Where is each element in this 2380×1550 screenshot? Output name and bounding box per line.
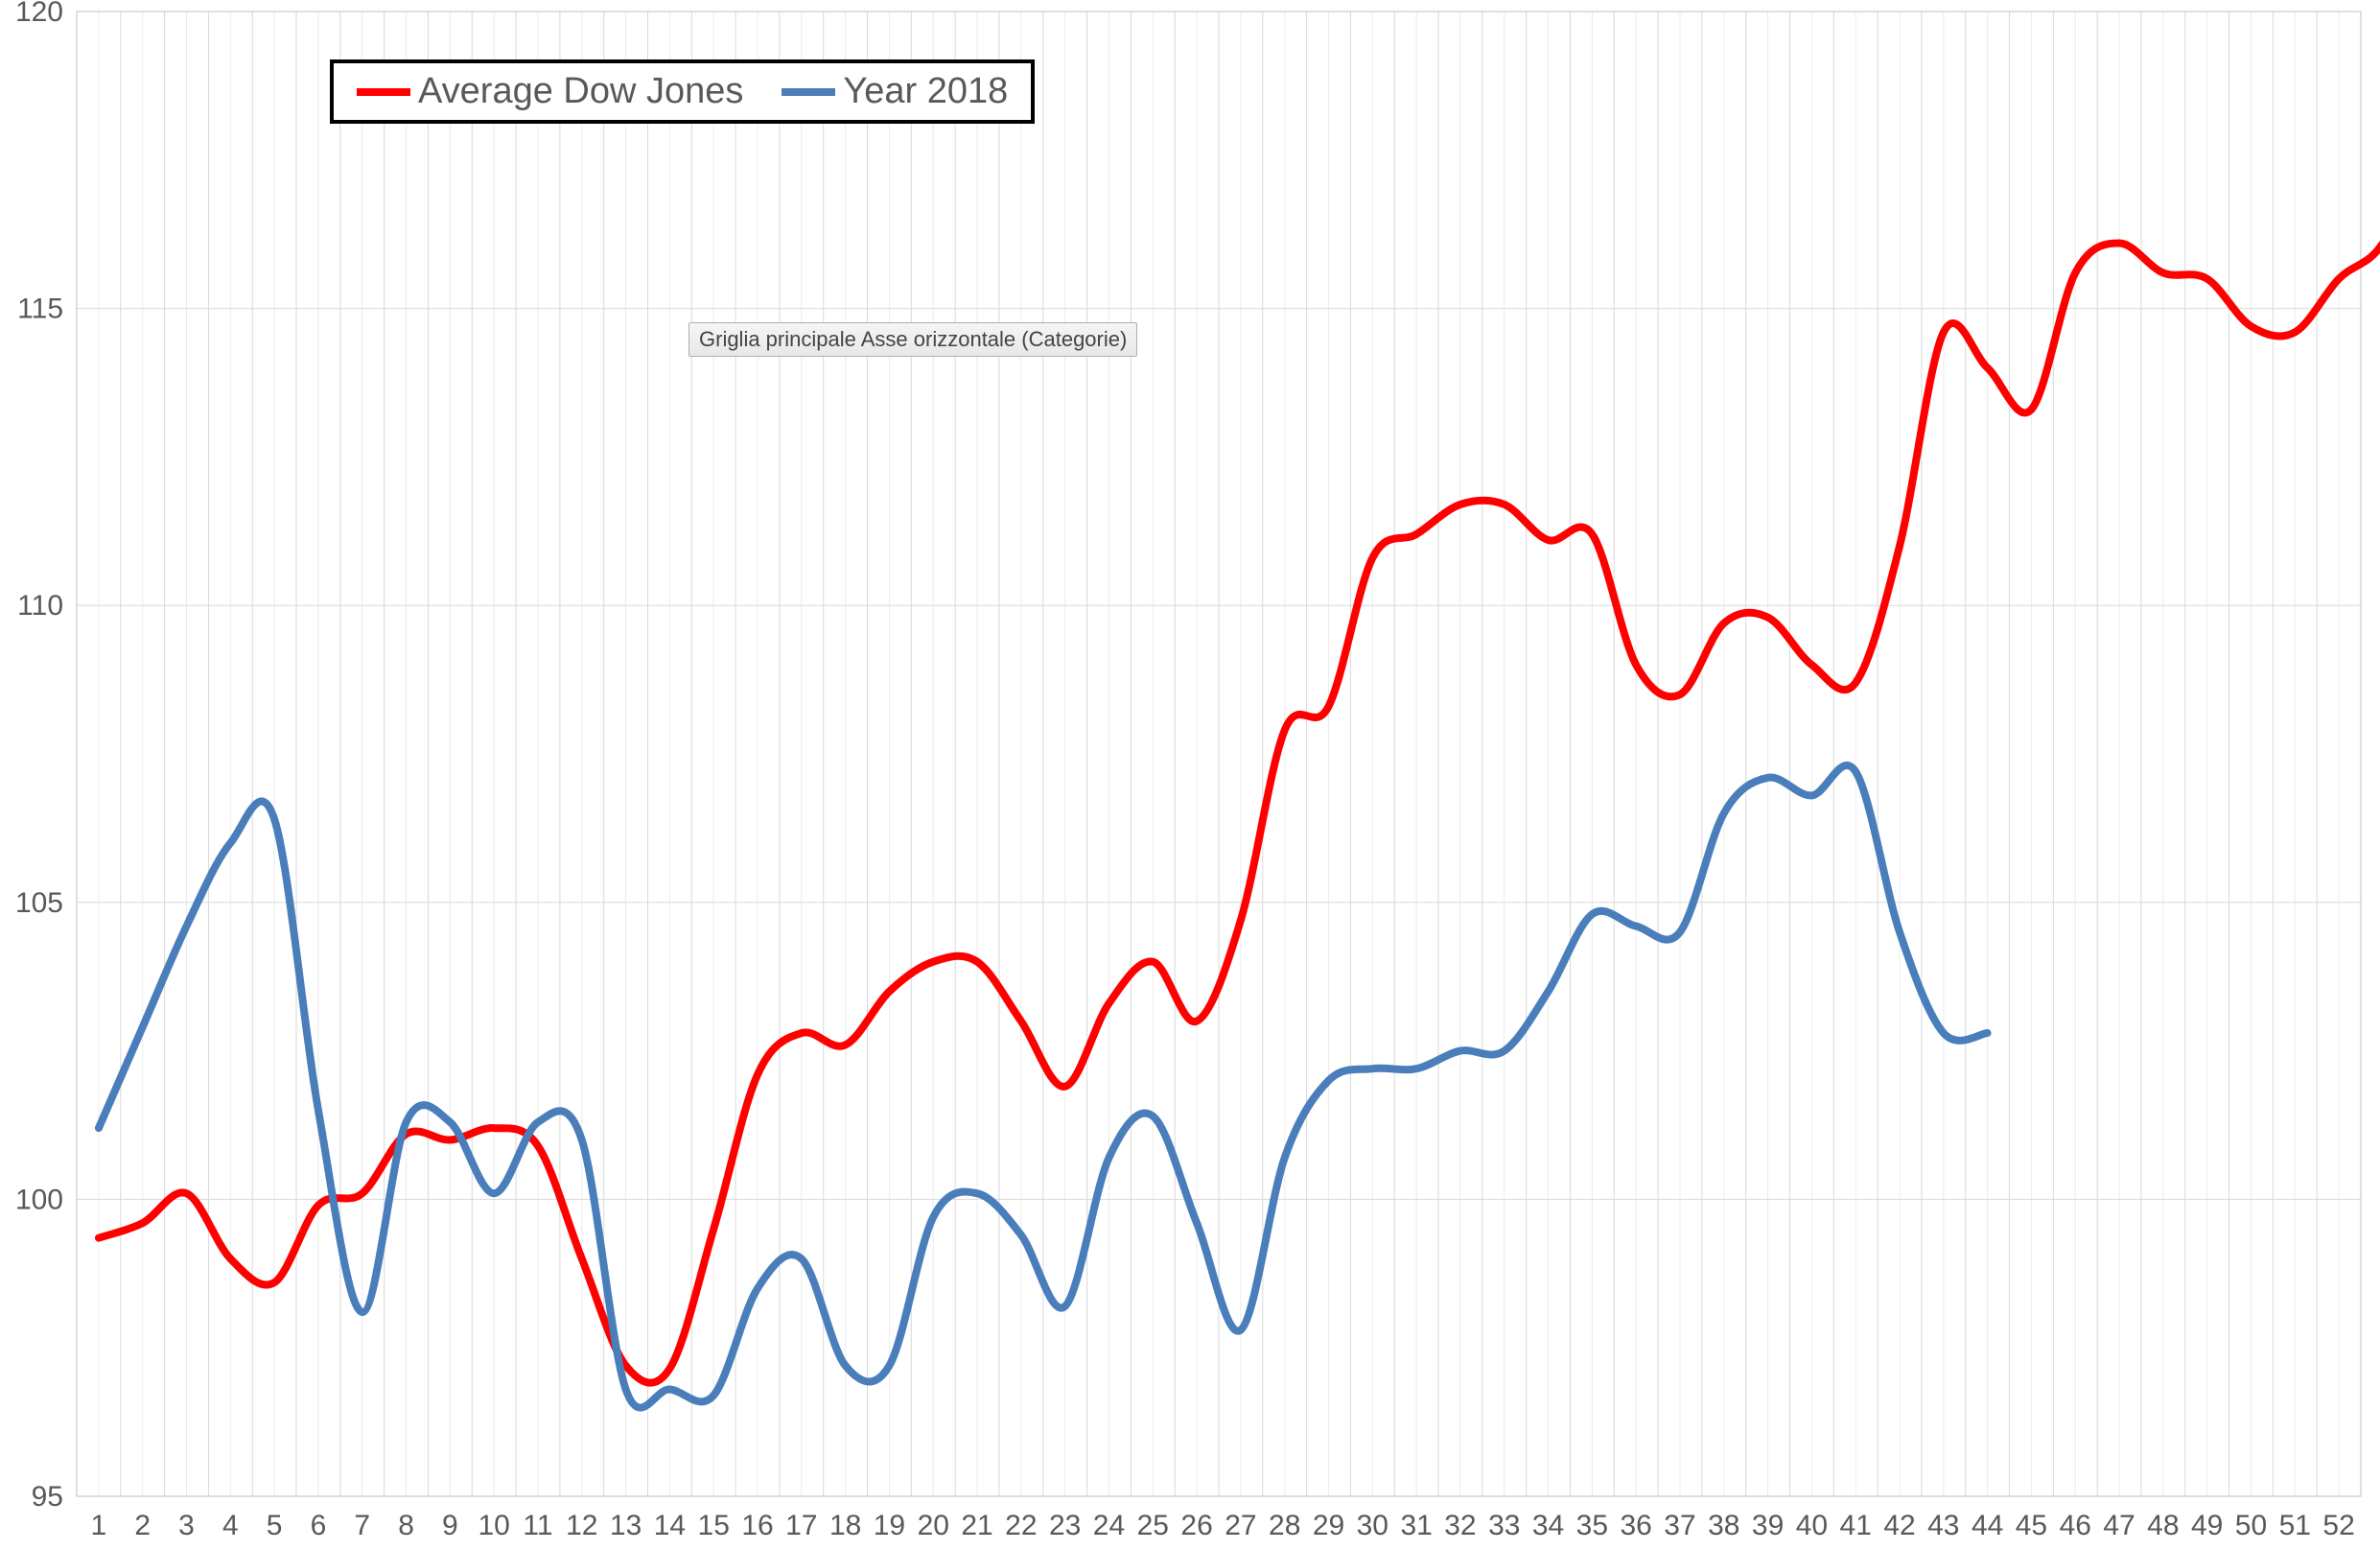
svg-text:11: 11 (523, 1510, 552, 1541)
svg-text:120: 120 (15, 0, 63, 28)
svg-text:39: 39 (1752, 1510, 1784, 1541)
legend-swatch-icon (782, 88, 835, 96)
svg-text:5: 5 (267, 1510, 283, 1541)
svg-text:49: 49 (2191, 1510, 2223, 1541)
svg-text:51: 51 (2279, 1510, 2311, 1541)
svg-text:27: 27 (1225, 1510, 1256, 1541)
legend-swatch-icon (357, 88, 410, 96)
svg-text:35: 35 (1576, 1510, 1608, 1541)
svg-text:46: 46 (2060, 1510, 2091, 1541)
svg-text:1: 1 (91, 1510, 107, 1541)
svg-text:43: 43 (1927, 1510, 1959, 1541)
svg-text:37: 37 (1664, 1510, 1695, 1541)
svg-text:21: 21 (961, 1510, 992, 1541)
svg-text:105: 105 (15, 887, 63, 919)
svg-text:95: 95 (32, 1481, 63, 1513)
svg-text:36: 36 (1620, 1510, 1651, 1541)
svg-text:45: 45 (2016, 1510, 2047, 1541)
tooltip-text: Griglia principale Asse orizzontale (Cat… (699, 327, 1127, 351)
svg-text:26: 26 (1180, 1510, 1212, 1541)
svg-text:15: 15 (698, 1510, 730, 1541)
svg-text:14: 14 (654, 1510, 686, 1541)
line-chart-svg: 9510010511011512012345678910111213141516… (0, 0, 2380, 1550)
svg-text:9: 9 (442, 1510, 458, 1541)
legend-label: Year 2018 (843, 71, 1008, 112)
svg-text:20: 20 (918, 1510, 949, 1541)
svg-text:13: 13 (610, 1510, 642, 1541)
svg-text:38: 38 (1708, 1510, 1739, 1541)
chart-container: 9510010511011512012345678910111213141516… (0, 0, 2380, 1550)
svg-text:40: 40 (1796, 1510, 1828, 1541)
svg-text:29: 29 (1313, 1510, 1344, 1541)
svg-text:8: 8 (398, 1510, 414, 1541)
svg-text:23: 23 (1049, 1510, 1081, 1541)
svg-text:16: 16 (741, 1510, 773, 1541)
svg-text:48: 48 (2147, 1510, 2179, 1541)
svg-text:100: 100 (15, 1184, 63, 1215)
svg-text:6: 6 (311, 1510, 327, 1541)
svg-text:22: 22 (1005, 1510, 1037, 1541)
svg-text:28: 28 (1269, 1510, 1300, 1541)
svg-text:52: 52 (2322, 1510, 2354, 1541)
svg-text:17: 17 (785, 1510, 817, 1541)
svg-text:30: 30 (1357, 1510, 1388, 1541)
svg-text:34: 34 (1532, 1510, 1564, 1541)
legend-item-year-2018: Year 2018 (782, 71, 1008, 112)
svg-text:19: 19 (874, 1510, 905, 1541)
svg-text:31: 31 (1400, 1510, 1432, 1541)
svg-text:4: 4 (222, 1510, 239, 1541)
svg-text:7: 7 (354, 1510, 370, 1541)
legend-label: Average Dow Jones (418, 71, 743, 112)
svg-text:47: 47 (2103, 1510, 2135, 1541)
axis-tooltip: Griglia principale Asse orizzontale (Cat… (688, 322, 1137, 357)
svg-text:115: 115 (17, 294, 63, 325)
svg-text:42: 42 (1883, 1510, 1915, 1541)
svg-text:110: 110 (17, 590, 63, 622)
svg-text:2: 2 (134, 1510, 151, 1541)
chart-legend: Average Dow Jones Year 2018 (330, 59, 1035, 124)
svg-text:25: 25 (1137, 1510, 1169, 1541)
svg-text:18: 18 (829, 1510, 861, 1541)
legend-item-average-dow-jones: Average Dow Jones (357, 71, 743, 112)
svg-text:41: 41 (1840, 1510, 1872, 1541)
svg-text:44: 44 (1972, 1510, 2003, 1541)
svg-text:10: 10 (478, 1510, 509, 1541)
svg-text:33: 33 (1488, 1510, 1520, 1541)
svg-text:50: 50 (2235, 1510, 2267, 1541)
svg-text:32: 32 (1444, 1510, 1476, 1541)
svg-text:24: 24 (1093, 1510, 1125, 1541)
svg-text:3: 3 (178, 1510, 195, 1541)
svg-text:12: 12 (566, 1510, 597, 1541)
